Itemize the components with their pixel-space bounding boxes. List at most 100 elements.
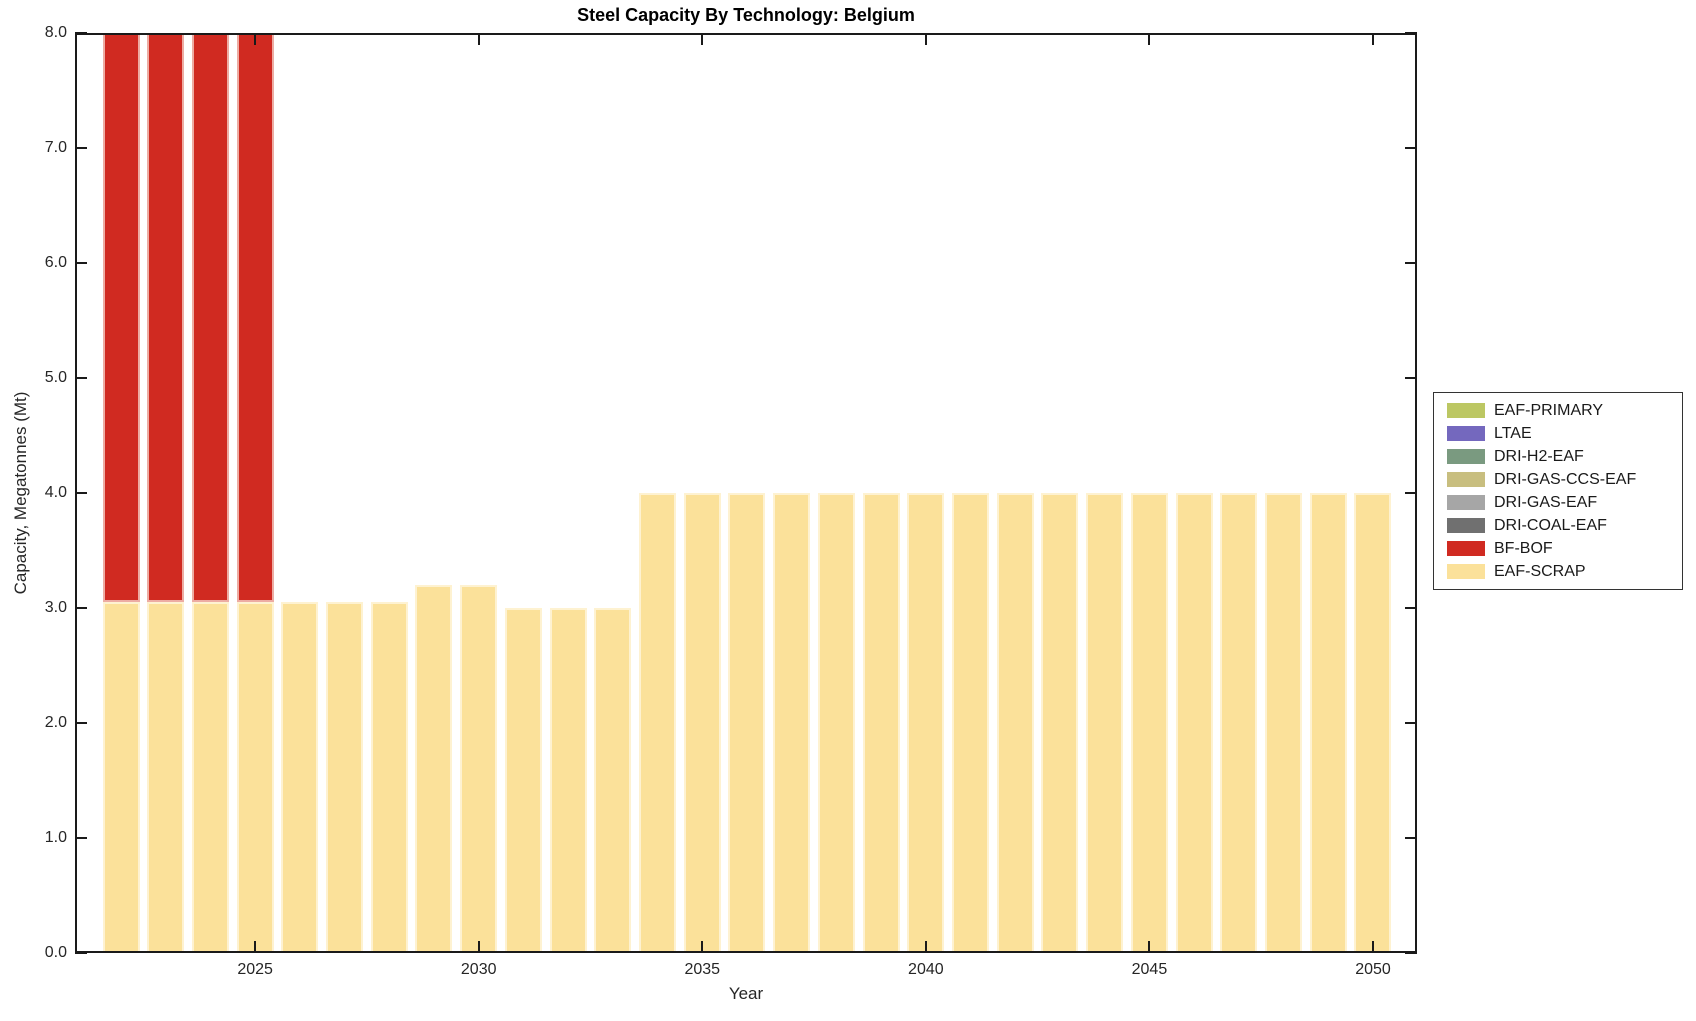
legend-item: EAF-SCRAP [1434,560,1682,583]
legend-swatch [1447,472,1485,487]
bar-segment-eaf-scrap [594,608,632,953]
x-tick-top [924,33,927,45]
x-tick-label: 2045 [1131,961,1168,978]
x-tick-top [477,33,480,45]
bar-segment-eaf-scrap [683,493,721,953]
y-tick [75,607,87,609]
bar-segment-eaf-scrap [415,585,453,953]
x-tick [1148,941,1151,953]
x-tick-top [1371,33,1374,45]
legend-item: EAF-PRIMARY [1434,399,1682,422]
bar-segment-eaf-scrap [1086,493,1124,953]
y-tick-label: 6.0 [44,254,67,271]
x-axis-label: Year [728,984,764,1003]
y-tick-right [1405,147,1417,149]
bar-segment-eaf-scrap [773,493,811,953]
y-tick-right [1405,722,1417,724]
x-tick-label: 2025 [237,961,273,978]
bar-segment-eaf-scrap [952,493,990,953]
legend-item: DRI-GAS-EAF [1434,491,1682,514]
y-tick-label: 3.0 [44,599,67,616]
y-tick-right [1405,952,1417,954]
y-tick [75,492,87,494]
legend-label: DRI-GAS-EAF [1494,493,1598,511]
y-tick-label: 1.0 [44,829,67,846]
bar-segment-bf-bof [147,33,185,603]
legend-label: EAF-SCRAP [1494,562,1586,580]
y-tick-label: 5.0 [44,369,67,386]
bar-segment-eaf-scrap [370,602,408,953]
bar-segment-eaf-scrap [817,493,855,953]
x-tick [924,941,927,953]
bar-segment-eaf-scrap [549,608,587,953]
bar-segment-bf-bof [191,33,229,603]
bar-segment-eaf-scrap [1265,493,1303,953]
bar-segment-eaf-scrap [1220,493,1258,953]
y-tick [75,147,87,149]
bar-segment-bf-bof [102,33,140,603]
bar-segment-eaf-scrap [102,602,140,953]
legend-item: LTAE [1434,422,1682,445]
bar-segment-eaf-scrap [1130,493,1168,953]
bar-segment-eaf-scrap [907,493,945,953]
legend-swatch [1447,518,1485,533]
legend-label: BF-BOF [1494,539,1553,557]
bar-segment-eaf-scrap [326,602,364,953]
bar-segment-eaf-scrap [1354,493,1392,953]
y-tick [75,952,87,954]
x-tick [477,941,480,953]
bar-segment-eaf-scrap [460,585,498,953]
legend-item: DRI-H2-EAF [1434,445,1682,468]
legend-swatch [1447,449,1485,464]
bar-segment-eaf-scrap [147,602,185,953]
y-tick [75,837,87,839]
x-tick-top [701,33,704,45]
x-tick [1371,941,1374,953]
x-tick [701,941,704,953]
bar-segment-eaf-scrap [1041,493,1079,953]
legend-item: DRI-GAS-CCS-EAF [1434,468,1682,491]
y-tick-right [1405,377,1417,379]
y-tick [75,262,87,264]
y-tick-right [1405,837,1417,839]
y-tick-right [1405,607,1417,609]
x-tick-top [1148,33,1151,45]
legend-swatch [1447,495,1485,510]
bar-segment-eaf-scrap [236,602,274,953]
x-tick [254,941,257,953]
y-tick-label: 4.0 [44,484,67,501]
legend-item: BF-BOF [1434,537,1682,560]
bar-segment-eaf-scrap [1309,493,1347,953]
plot-area [75,32,1417,954]
bar-segment-eaf-scrap [1175,493,1213,953]
bar-segment-eaf-scrap [191,602,229,953]
y-tick-label: 0.0 [44,944,67,961]
x-tick-label: 2030 [460,961,497,978]
legend-label: DRI-COAL-EAF [1494,516,1607,534]
y-tick-label: 2.0 [44,714,67,731]
legend-item: DRI-COAL-EAF [1434,514,1682,537]
bar-segment-eaf-scrap [281,602,319,953]
x-tick-label: 2035 [684,961,721,978]
bar-segment-eaf-scrap [862,493,900,953]
bar-segment-eaf-scrap [504,608,542,953]
legend-swatch [1447,426,1485,441]
y-tick-label: 8.0 [44,24,67,41]
bar-segment-bf-bof [236,33,274,603]
y-tick [75,32,87,34]
y-tick [75,377,87,379]
chart-title: Steel Capacity By Technology: Belgium [577,5,915,25]
x-tick-label: 2050 [1355,961,1391,978]
y-tick-right [1405,32,1417,34]
x-tick-top [254,33,257,45]
legend-swatch [1447,564,1485,579]
bar-segment-eaf-scrap [639,493,677,953]
x-tick-label: 2040 [908,961,944,978]
legend-swatch [1447,403,1485,418]
y-tick [75,722,87,724]
legend-label: LTAE [1494,424,1532,442]
legend-label: DRI-GAS-CCS-EAF [1494,470,1637,488]
legend-label: DRI-H2-EAF [1494,447,1584,465]
bar-segment-eaf-scrap [996,493,1034,953]
